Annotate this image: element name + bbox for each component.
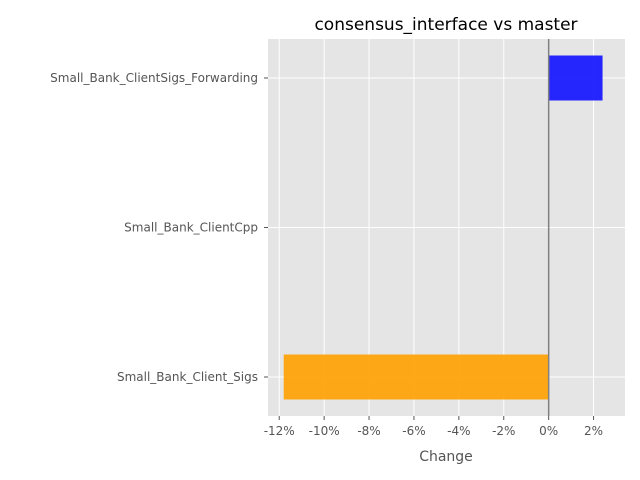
x-tick-label: 0% — [539, 424, 558, 438]
x-tick-labels: -12% -10% -8% -6% -4% -2% 0% 2% — [264, 416, 603, 438]
x-axis-title: Change — [419, 449, 473, 465]
x-tick-label: -8% — [357, 424, 380, 438]
x-tick-label: -12% — [264, 424, 295, 438]
y-tick-labels: Small_Bank_ClientSigs_Forwarding Small_Ba… — [50, 71, 268, 384]
x-tick-label: 2% — [584, 424, 603, 438]
x-tick-label: -6% — [402, 424, 425, 438]
bar — [548, 55, 603, 101]
bars — [283, 55, 603, 400]
chart-title: consensus_interface vs master — [314, 15, 577, 35]
y-tick-label: Small_Bank_ClientSigs_Forwarding — [50, 71, 258, 85]
x-tick-label: -4% — [447, 424, 470, 438]
y-tick-label: Small_Bank_Client_Sigs — [117, 370, 258, 384]
y-tick-label: Small_Bank_ClientCpp — [124, 221, 258, 235]
x-tick-label: -10% — [309, 424, 340, 438]
bar — [283, 354, 549, 400]
x-tick-label: -2% — [492, 424, 515, 438]
